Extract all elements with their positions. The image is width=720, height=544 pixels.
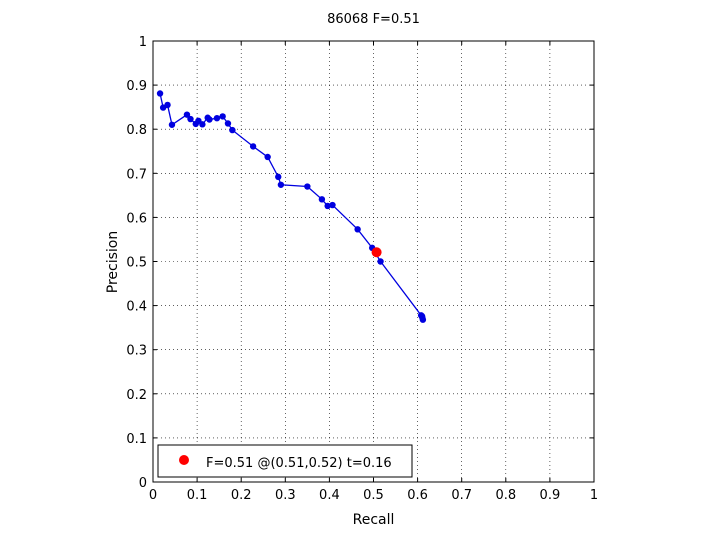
y-tick-label: 1 (139, 35, 147, 50)
y-tick-label: 0 (139, 476, 147, 491)
data-point (324, 202, 331, 210)
legend: F=0.51 @(0.51,0.52) t=0.16 (157, 444, 413, 478)
y-tick-label: 0.8 (126, 123, 147, 138)
x-tick-label: 0.1 (187, 488, 208, 503)
axis-ticks: 0 0.1 0.2 0.3 0.4 0.5 0.6 0.7 0.8 0.9 1 0 0.1 0.2 0.3 0… (126, 35, 598, 503)
data-point (229, 126, 236, 134)
data-point (249, 143, 257, 150)
y-tick-label: 0.1 (126, 432, 147, 447)
x-tick-label: 0.3 (275, 488, 296, 503)
x-tick-label: 0.8 (495, 488, 516, 503)
data-point (377, 258, 384, 265)
data-point (187, 115, 194, 123)
x-tick-label: 0.7 (451, 488, 472, 503)
grid (153, 41, 594, 482)
best-f-marker (371, 247, 382, 258)
y-axis-label: Precision (105, 231, 121, 293)
data-point (275, 173, 282, 181)
data-point (159, 104, 167, 111)
legend-box (157, 444, 413, 478)
x-tick-label: 0.6 (407, 488, 428, 503)
data-point (192, 120, 199, 128)
x-tick-label: 0.2 (231, 488, 252, 503)
data-point (183, 111, 191, 118)
x-tick-label: 0.4 (319, 488, 340, 503)
y-tick-label: 0.4 (126, 300, 147, 315)
x-tick-label: 1 (590, 488, 598, 503)
data-point (304, 183, 311, 190)
legend-entry: F=0.51 @(0.51,0.52) t=0.16 (206, 456, 392, 471)
y-tick-label: 0.2 (126, 388, 147, 403)
x-axis-label: Recall (353, 512, 395, 528)
x-tick-label: 0.5 (363, 488, 384, 503)
best-f-marker-layer (371, 247, 382, 258)
x-tick-label: 0.9 (540, 488, 561, 503)
y-tick-label: 0.7 (126, 167, 147, 182)
data-point (318, 196, 326, 203)
data-point (264, 153, 271, 161)
y-tick-label: 0.5 (126, 256, 147, 271)
y-tick-label: 0.3 (126, 344, 147, 359)
chart-title: 86068 F=0.51 (327, 12, 420, 27)
data-point (277, 181, 285, 188)
legend-marker (179, 455, 189, 465)
data-point (156, 90, 164, 97)
data-point (204, 114, 211, 121)
data-point (417, 312, 425, 319)
data-point (354, 226, 361, 233)
data-point (329, 201, 336, 209)
data-point (213, 114, 221, 122)
data-point (219, 113, 226, 120)
y-tick-label: 0.9 (126, 79, 147, 94)
data-point (224, 120, 232, 127)
y-tick-label: 0.6 (126, 211, 147, 226)
data-point (168, 121, 176, 128)
x-tick-label: 0 (149, 488, 157, 503)
